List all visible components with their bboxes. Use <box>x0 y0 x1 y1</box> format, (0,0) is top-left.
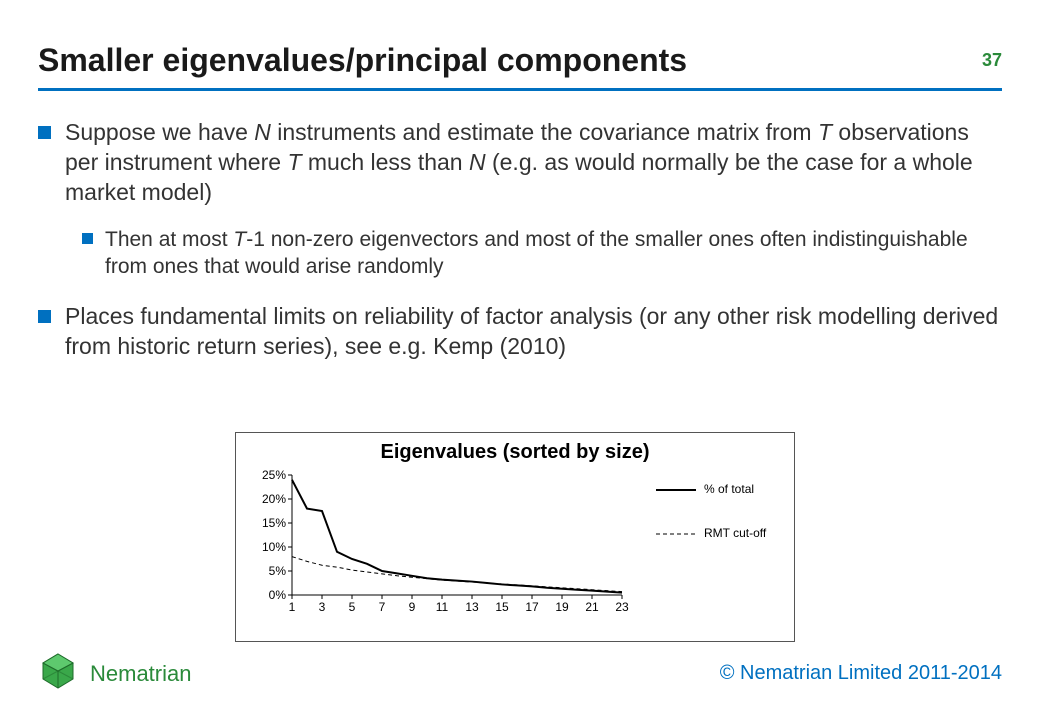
bullet-text: Suppose we have N instruments and estima… <box>65 118 1002 208</box>
chart-xtick-label: 5 <box>349 600 356 614</box>
chart-ytick-label: 10% <box>246 540 286 554</box>
bullet-text: Places fundamental limits on reliability… <box>65 302 1002 362</box>
chart-ytick-label: 20% <box>246 492 286 506</box>
chart-xtick-label: 3 <box>319 600 326 614</box>
chart-plot-area <box>292 475 622 595</box>
legend-line-icon <box>656 527 696 541</box>
legend-item: RMT cut-off <box>656 527 786 541</box>
eigenvalue-chart: Eigenvalues (sorted by size) % of total R… <box>235 432 795 642</box>
page-number: 37 <box>982 50 1002 71</box>
bullet-text: Then at most T-1 non-zero eigenvectors a… <box>105 226 1002 281</box>
chart-xtick-label: 7 <box>379 600 386 614</box>
slide-title: Smaller eigenvalues/principal components <box>38 42 1002 79</box>
chart-xtick-label: 9 <box>409 600 416 614</box>
bullet: Suppose we have N instruments and estima… <box>38 118 1002 208</box>
legend-item: % of total <box>656 483 786 497</box>
slide-header: Smaller eigenvalues/principal components… <box>38 42 1002 79</box>
bullet: Places fundamental limits on reliability… <box>38 302 1002 362</box>
chart-xtick-label: 13 <box>465 600 478 614</box>
copyright-text: © Nematrian Limited 2011-2014 <box>720 662 1002 685</box>
legend-line-icon <box>656 483 696 497</box>
chart-ytick-label: 25% <box>246 468 286 482</box>
chart-ytick-label: 0% <box>246 588 286 602</box>
sub-bullet: Then at most T-1 non-zero eigenvectors a… <box>82 226 1002 281</box>
content-area: Suppose we have N instruments and estima… <box>38 118 1002 380</box>
chart-xtick-label: 21 <box>585 600 598 614</box>
brand-name: Nematrian <box>90 661 191 687</box>
chart-xtick-label: 1 <box>289 600 296 614</box>
bullet-square-icon <box>82 233 93 244</box>
bullet-square-icon <box>38 126 51 139</box>
legend-label: % of total <box>704 483 754 496</box>
logo-icon <box>38 651 78 696</box>
brand: Nematrian <box>38 651 191 696</box>
title-rule <box>38 88 1002 91</box>
slide: Smaller eigenvalues/principal components… <box>0 0 1040 720</box>
legend-label: RMT cut-off <box>704 527 766 540</box>
chart-xtick-label: 11 <box>436 600 448 614</box>
chart-ytick-label: 15% <box>246 516 286 530</box>
slide-footer: Nematrian © Nematrian Limited 2011-2014 <box>38 651 1002 696</box>
chart-xtick-label: 19 <box>555 600 568 614</box>
chart-xtick-label: 17 <box>525 600 538 614</box>
chart-xtick-label: 23 <box>615 600 628 614</box>
bullet-square-icon <box>38 310 51 323</box>
chart-xtick-label: 15 <box>495 600 508 614</box>
chart-legend: % of total RMT cut-off <box>656 483 786 571</box>
chart-ytick-label: 5% <box>246 564 286 578</box>
chart-title: Eigenvalues (sorted by size) <box>236 441 794 464</box>
